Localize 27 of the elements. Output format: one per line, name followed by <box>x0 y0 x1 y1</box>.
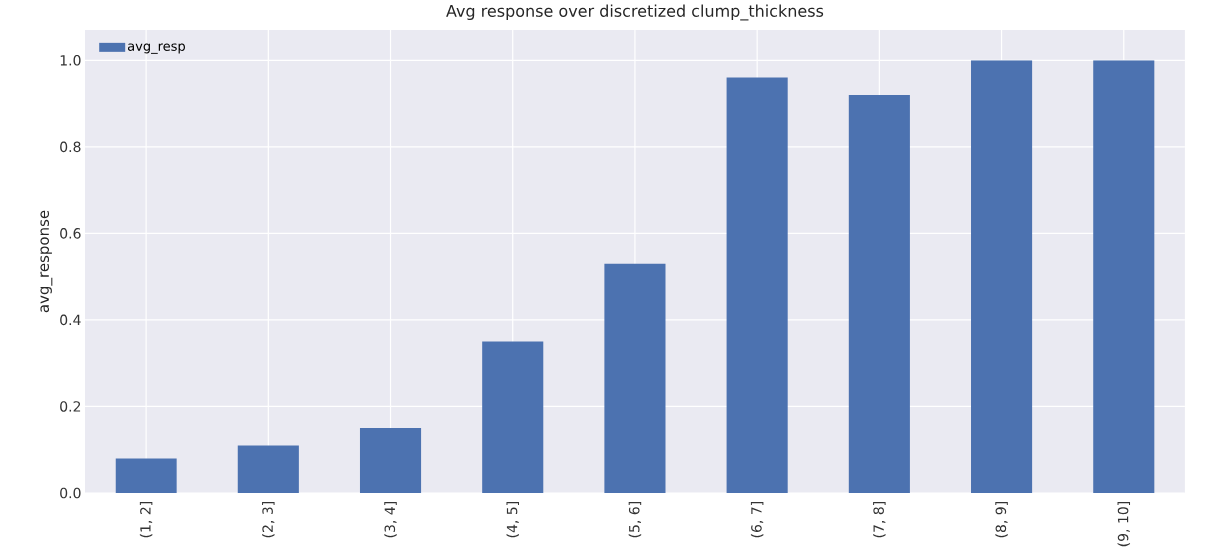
bar <box>1093 60 1155 493</box>
y-tick-label: 0.0 <box>60 487 81 499</box>
x-tick-label: (1, 2] <box>139 502 153 538</box>
bar <box>359 428 422 493</box>
chart-title: Avg response over discretized clump_thickness <box>446 4 824 21</box>
x-tick-label: (2, 3] <box>262 502 275 538</box>
x-tick-label: (6, 7] <box>750 502 764 538</box>
y-axis-title: avg_response <box>40 210 53 313</box>
y-tick-label: 1.0 <box>60 54 81 66</box>
x-tick-label: (9, 10] <box>1117 502 1131 547</box>
bar <box>726 77 788 493</box>
y-tick-label: 0.6 <box>60 228 81 239</box>
y-tick-label: 0.4 <box>60 314 81 326</box>
x-tick-label: (5, 6] <box>628 502 642 538</box>
bar <box>482 341 544 493</box>
bar <box>604 263 666 493</box>
bar <box>115 458 177 493</box>
bar <box>848 94 910 493</box>
x-tick-label: (7, 8] <box>873 502 886 538</box>
legend-label: avg_resp <box>127 43 185 54</box>
x-tick-label: (3, 4] <box>384 502 397 538</box>
bar <box>237 445 299 493</box>
y-tick-label: 0.2 <box>60 401 81 412</box>
x-tick-label: (8, 9] <box>995 502 1008 538</box>
bar <box>971 60 1033 493</box>
y-tick-label: 0.8 <box>60 141 81 153</box>
x-tick-label: (4, 5] <box>506 502 519 538</box>
